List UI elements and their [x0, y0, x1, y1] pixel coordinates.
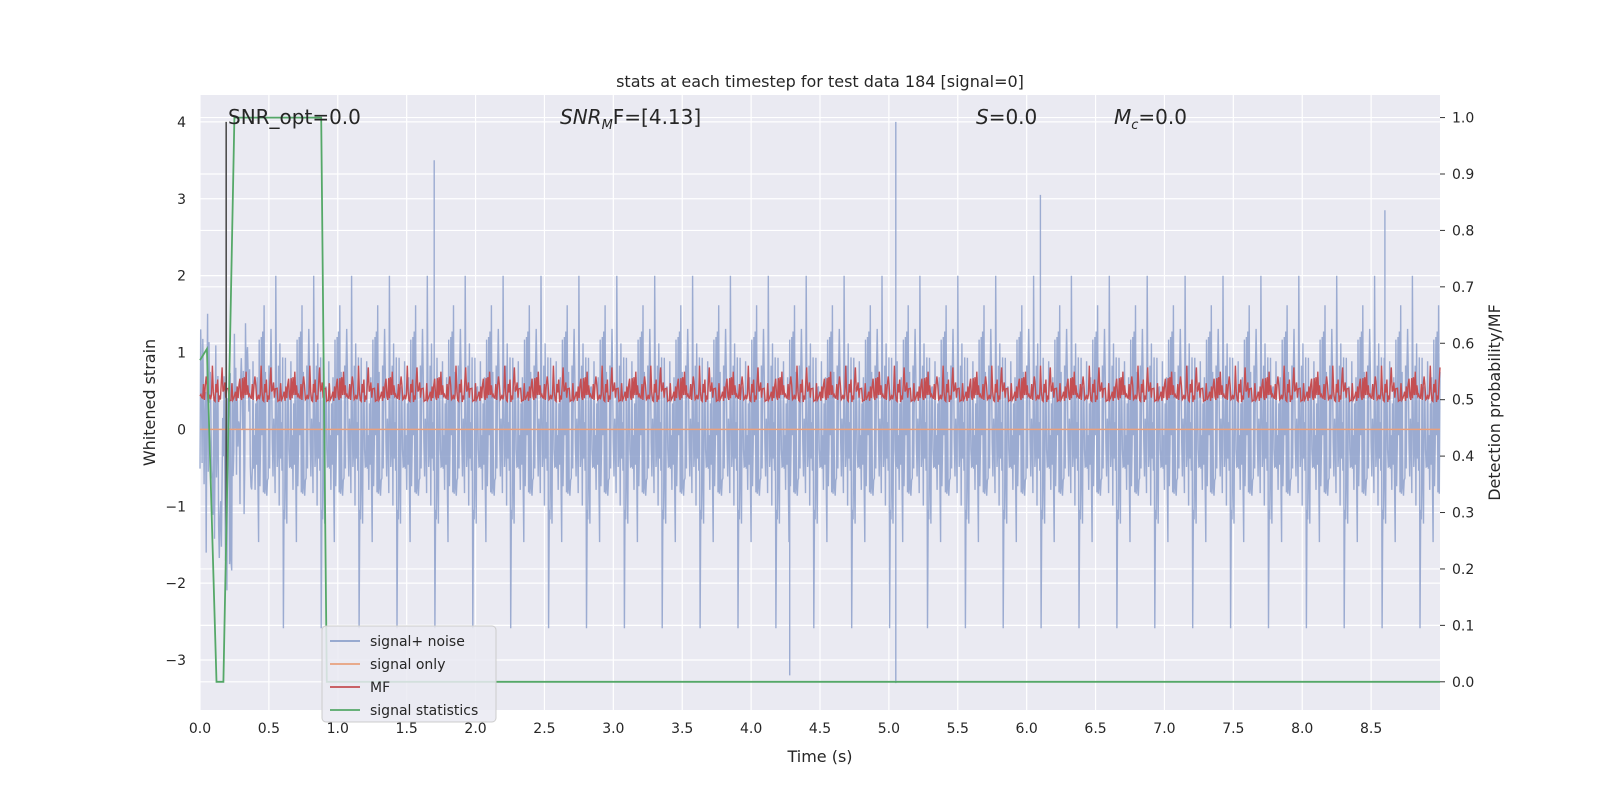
y-tick-label: −1: [165, 499, 186, 515]
ticks: 0.0 0.5 1.0 1.5 2.0 2.5 3.0 3.5 4.0 4.5 5.0 5.5 6.0 6…: [165, 111, 1474, 737]
y-tick-label: 2: [177, 269, 186, 285]
right-y-tick-label: 0.6: [1452, 336, 1474, 352]
chart-title: stats at each timestep for test data 184…: [616, 72, 1024, 91]
annotation-s: S=0.0: [976, 105, 1037, 129]
right-y-tick-label: 0.5: [1452, 393, 1474, 409]
annotation-snr-mf: SNRMF=[4.13]: [560, 105, 701, 133]
right-y-axis-label: Detection probability/MF: [1485, 304, 1504, 501]
right-y-tick-label: 0.2: [1452, 562, 1474, 578]
y-tick-label: −3: [165, 653, 186, 669]
annotation-mc: Mc=0.0: [1114, 105, 1187, 133]
annotation-snr-mf-sub: M: [602, 118, 613, 133]
right-y-tick-label: 0.1: [1452, 618, 1474, 634]
x-tick-label: 7.5: [1222, 721, 1244, 737]
x-tick-label: 3.5: [671, 721, 693, 737]
y-axis-label: Whitened strain: [140, 339, 159, 466]
x-tick-label: 8.5: [1360, 721, 1382, 737]
series-mf: [199, 365, 1441, 404]
y-tick-label: −2: [165, 576, 186, 592]
y-tick-label: 0: [177, 422, 186, 438]
x-tick-label: 8.0: [1291, 721, 1313, 737]
legend-label: signal only: [370, 657, 445, 673]
right-y-tick-label: 0.9: [1452, 167, 1474, 183]
x-tick-label: 5.5: [947, 721, 969, 737]
y-tick-label: 4: [177, 115, 186, 131]
x-tick-label: 6.5: [1084, 721, 1106, 737]
x-tick-label: 0.0: [189, 721, 211, 737]
annotation-snr-opt: SNR_opt=0.0: [228, 105, 361, 129]
annotations: SNR_opt=0.0 SNRMF=[4.13] S=0.0 Mc=0.0: [228, 105, 1187, 133]
legend-label: signal+ noise: [370, 634, 465, 650]
annotation-snr-mf-rest: F=[4.13]: [613, 105, 701, 129]
right-y-tick-label: 0.7: [1452, 280, 1474, 296]
annotation-s-label: S: [976, 105, 989, 129]
x-tick-label: 4.5: [809, 721, 831, 737]
annotation-mc-base: M: [1114, 105, 1131, 129]
annotation-snr-mf-base: SNR: [560, 105, 602, 129]
annotation-mc-sub: c: [1131, 118, 1138, 133]
x-tick-label: 6.0: [1016, 721, 1038, 737]
x-tick-label: 2.0: [464, 721, 486, 737]
legend: signal+ noise signal only MF signal statist…: [321, 625, 497, 723]
x-tick-label: 4.0: [740, 721, 762, 737]
series-signal-statistics: [199, 116, 1440, 683]
y-tick-label: 1: [177, 346, 186, 362]
right-y-tick-label: 0.8: [1452, 223, 1474, 239]
x-tick-label: 5.0: [878, 721, 900, 737]
right-y-tick-label: 0.4: [1452, 449, 1474, 465]
x-tick-label: 0.5: [258, 721, 280, 737]
legend-box: [321, 625, 497, 723]
right-y-tick-label: 0.3: [1452, 506, 1474, 522]
right-y-tick-label: 1.0: [1452, 111, 1474, 127]
annotation-s-rest: =0.0: [989, 105, 1038, 129]
legend-label: signal statistics: [370, 703, 478, 719]
x-tick-label: 7.0: [1153, 721, 1175, 737]
x-tick-label: 1.5: [396, 721, 418, 737]
series-signal-noise: [199, 121, 1441, 684]
right-y-tick-label: 0.0: [1452, 675, 1474, 691]
x-tick-label: 3.0: [602, 721, 624, 737]
legend-label: MF: [370, 680, 390, 696]
x-tick-label: 2.5: [533, 721, 555, 737]
annotation-mc-rest: =0.0: [1138, 105, 1187, 129]
x-tick-label: 1.0: [327, 721, 349, 737]
series-layer: [199, 116, 1441, 684]
x-axis-label: Time (s): [786, 747, 852, 766]
y-tick-label: 3: [177, 192, 186, 208]
